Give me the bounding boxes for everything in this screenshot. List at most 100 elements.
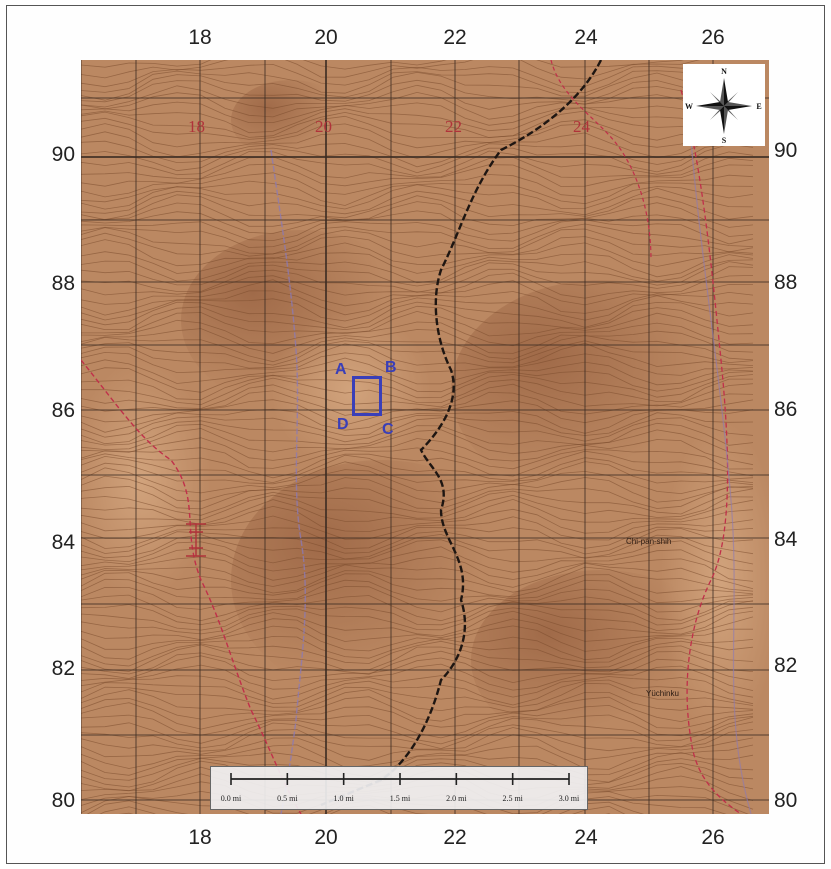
x-tick-top-20: 20 — [314, 26, 338, 49]
contour-line — [81, 106, 754, 134]
contour-line — [81, 428, 754, 456]
corner-label-a: A — [335, 361, 347, 378]
corner-label-c: C — [382, 421, 394, 438]
x-tick-bottom-22: 22 — [443, 826, 467, 849]
contour-line — [81, 70, 754, 94]
contour-line — [81, 555, 754, 582]
contour-line — [81, 751, 754, 778]
scale-label: 0.5 mi — [277, 794, 298, 803]
topographic-map: 18 20 22 24 Chi-pan-shih Yüchinku — [81, 60, 769, 814]
contour-line — [81, 447, 754, 470]
x-tick-top-22: 22 — [443, 26, 467, 49]
compass-star-icon: N S E W — [685, 67, 762, 145]
contour-line — [81, 232, 754, 259]
road-red-2 — [550, 60, 652, 261]
red-landmark-symbol — [186, 523, 206, 557]
compass-rose: N S E W — [683, 64, 765, 146]
x-tick-bottom-18: 18 — [188, 826, 212, 849]
place-chi-pan-shih: Chi-pan-shih — [626, 537, 671, 546]
contour-line — [81, 562, 754, 590]
x-tick-bottom-26: 26 — [701, 826, 725, 849]
x-tick-top-18: 18 — [188, 26, 212, 49]
road-red — [81, 359, 302, 814]
scale-label: 3.0 mi — [559, 794, 580, 803]
compass-east: E — [756, 102, 761, 111]
contour-line — [81, 635, 754, 661]
contour-line — [81, 194, 754, 221]
contour-line — [81, 616, 754, 642]
contour-line — [81, 539, 754, 565]
x-tick-top-26: 26 — [701, 26, 725, 49]
contour-line — [81, 437, 754, 466]
contour-line — [81, 610, 754, 637]
y-tick-right-84: 84 — [774, 528, 798, 551]
contour-line — [81, 219, 754, 245]
compass-south: S — [722, 136, 727, 145]
scale-label: 1.5 mi — [390, 794, 411, 803]
contour-line — [81, 357, 754, 386]
contour-line — [81, 383, 754, 409]
contour-line — [81, 799, 645, 814]
trail-line — [320, 60, 603, 807]
contour-line — [81, 84, 754, 111]
contour-line — [81, 450, 754, 479]
contour-line — [81, 251, 754, 278]
study-area-rectangle — [352, 376, 382, 416]
contour-line — [81, 485, 754, 510]
compass-north: N — [721, 67, 727, 76]
contour-line — [81, 143, 754, 174]
y-tick-right-80: 80 — [774, 789, 798, 812]
contour-line — [81, 744, 754, 770]
contour-line — [81, 351, 754, 376]
contour-line — [81, 377, 753, 406]
corner-label-b: B — [385, 359, 397, 376]
contour-line — [81, 716, 754, 745]
scale-label: 2.0 mi — [446, 794, 467, 803]
contour-line — [81, 546, 754, 573]
contour-line — [81, 259, 754, 284]
contour-line — [81, 566, 754, 594]
contour-line — [81, 210, 754, 237]
scale-label: 2.5 mi — [502, 794, 523, 803]
y-tick-right-88: 88 — [774, 271, 798, 294]
contour-line — [81, 187, 754, 216]
contour-line — [81, 63, 754, 88]
contour-line — [81, 101, 754, 126]
contour-line — [81, 417, 754, 445]
contour-line — [81, 342, 754, 369]
contour-line — [81, 721, 754, 750]
map-red-grid-24: 24 — [573, 117, 591, 136]
contour-line — [81, 734, 754, 761]
contour-line — [81, 319, 754, 347]
contour-line — [81, 328, 754, 354]
y-tick-left-90: 90 — [51, 143, 75, 166]
x-tick-bottom-24: 24 — [574, 826, 598, 849]
contour-line — [81, 115, 754, 141]
scale-bar: 0.0 mi 0.5 mi 1.0 mi 1.5 mi 2.0 mi 2.5 mi 3.0 … — [210, 766, 588, 810]
contour-line — [81, 461, 754, 485]
contour-line — [81, 374, 754, 401]
contour-line — [81, 150, 754, 177]
y-tick-left-80: 80 — [51, 789, 75, 812]
contour-line — [81, 689, 754, 714]
contour-line — [81, 272, 754, 299]
contour-line — [81, 675, 754, 700]
contour-line — [81, 301, 754, 329]
map-red-grid-20: 20 — [315, 117, 332, 136]
contour-line — [81, 727, 754, 752]
contour-line — [81, 572, 754, 598]
stream — [270, 149, 306, 814]
contour-line — [81, 201, 754, 228]
contour-line — [81, 679, 754, 706]
contour-line — [81, 454, 754, 484]
contour-line — [81, 640, 754, 667]
contour-line — [81, 625, 754, 652]
contour-line — [81, 515, 754, 541]
contour-line — [81, 585, 754, 613]
road-red-3 — [680, 89, 742, 814]
contour-line — [81, 79, 754, 103]
y-tick-right-90: 90 — [774, 139, 798, 162]
y-tick-right-86: 86 — [774, 398, 798, 421]
contour-line — [81, 334, 754, 363]
contour-line — [81, 488, 754, 516]
